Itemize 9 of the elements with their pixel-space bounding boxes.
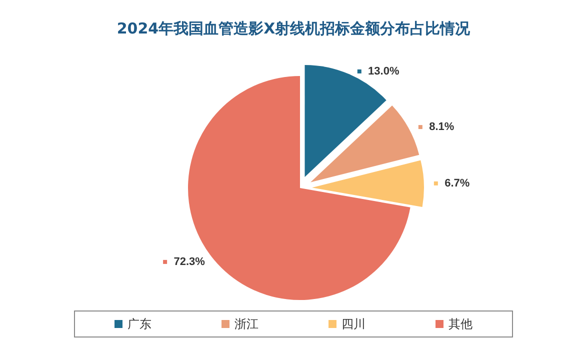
legend-label: 四川	[342, 317, 366, 331]
data-label: 8.1%	[429, 121, 454, 134]
legend-label: 广东	[128, 317, 152, 331]
legend-label: 浙江	[234, 317, 258, 331]
chart-title: 2024年我国血管造影X射线机招标金额分布占比情况	[116, 20, 472, 38]
legend-label: 其他	[448, 317, 472, 331]
data-label: 13.0%	[368, 65, 400, 78]
data-label: 6.7%	[444, 177, 470, 190]
data-label: 72.3%	[174, 256, 206, 268]
